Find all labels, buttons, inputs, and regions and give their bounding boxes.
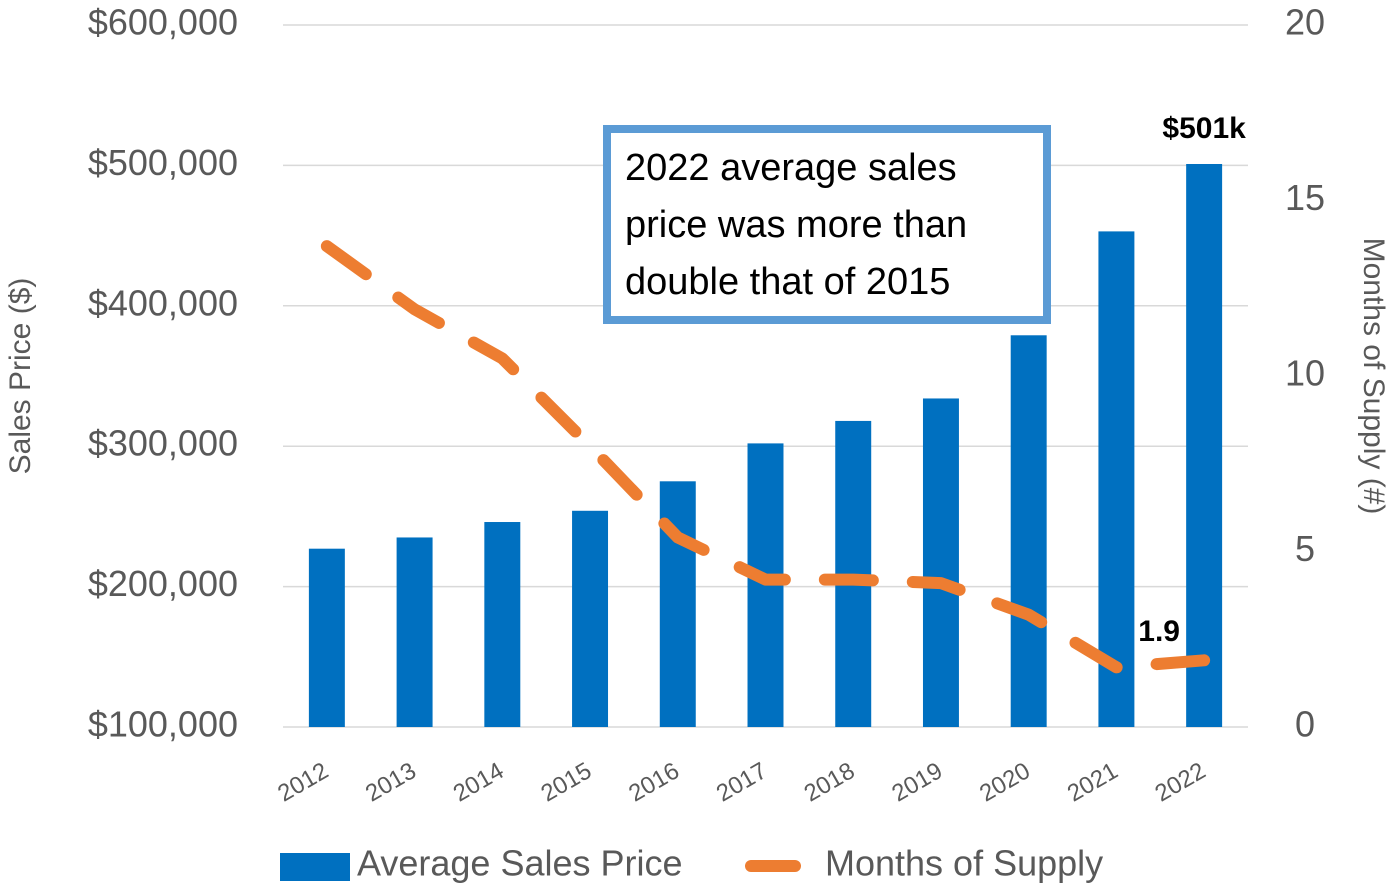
y2-tick-label: 15 xyxy=(1285,177,1325,218)
y-axis-title: Sales Price ($) xyxy=(4,278,37,475)
y2-tick-label: 20 xyxy=(1285,2,1325,43)
y2-tick-label: 0 xyxy=(1295,704,1315,745)
y2-tick-label: 10 xyxy=(1285,353,1325,394)
x-tick-label: 2013 xyxy=(361,757,421,807)
x-tick-label: 2020 xyxy=(975,757,1035,807)
y-tick-label: $300,000 xyxy=(88,423,238,464)
y-tick-label: $400,000 xyxy=(88,282,238,323)
legend-label: Months of Supply xyxy=(825,843,1103,884)
x-tick-label: 2017 xyxy=(712,757,772,807)
x-tick-label: 2019 xyxy=(887,757,947,807)
x-tick-label: 2012 xyxy=(273,757,333,807)
bar xyxy=(1186,163,1223,728)
bar xyxy=(572,510,609,727)
y-tick-label: $500,000 xyxy=(88,142,238,183)
x-tick-label: 2015 xyxy=(536,757,596,807)
y2-tick-label: 5 xyxy=(1295,528,1315,569)
x-tick-label: 2021 xyxy=(1063,757,1123,807)
x-tick-label: 2014 xyxy=(449,757,509,807)
bar xyxy=(922,398,959,727)
annotation-text: double that of 2015 xyxy=(625,261,950,303)
bar xyxy=(484,522,521,727)
x-tick-label: 2022 xyxy=(1151,757,1211,807)
x-tick-label: 2016 xyxy=(624,757,684,807)
x-tick-label: 2018 xyxy=(800,757,860,807)
y-tick-label: $600,000 xyxy=(88,2,238,43)
data-label: $501k xyxy=(1162,112,1246,145)
line xyxy=(320,240,1211,674)
annotation-text: 2022 average sales xyxy=(625,147,957,189)
annotation-text: price was more than xyxy=(625,204,967,246)
y-tick-label: $200,000 xyxy=(88,563,238,604)
bar xyxy=(396,537,433,727)
bar xyxy=(308,548,345,727)
legend-label: Average Sales Price xyxy=(357,843,683,884)
bar xyxy=(1098,231,1135,727)
y-tick-label: $100,000 xyxy=(88,704,238,745)
annotation-box xyxy=(603,125,1051,324)
y2-axis-title: Months of Supply (#) xyxy=(1357,238,1390,515)
legend-swatch xyxy=(280,853,350,881)
bar xyxy=(1010,335,1047,727)
data-label: 1.9 xyxy=(1138,615,1180,648)
